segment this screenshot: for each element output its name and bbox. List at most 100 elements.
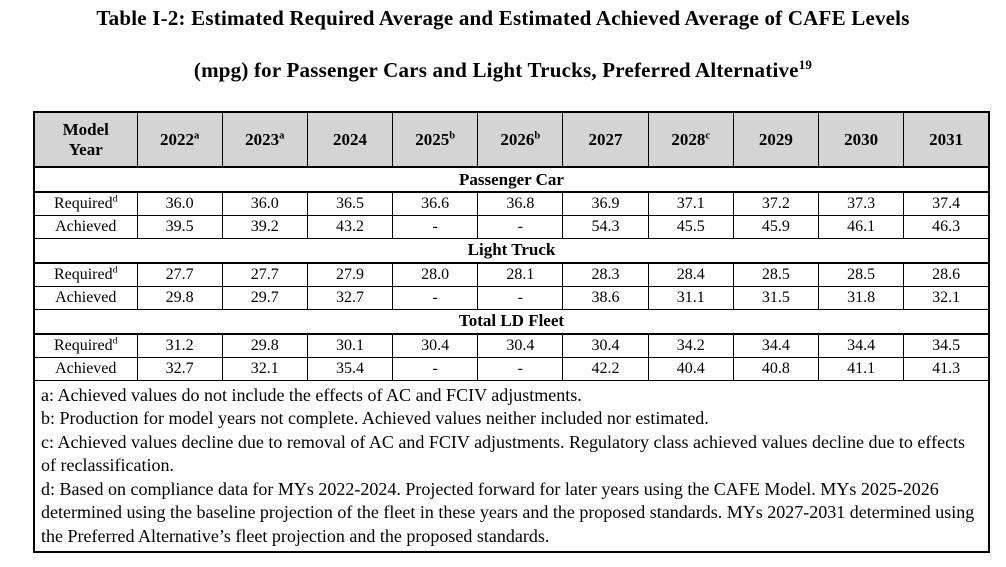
value-cell: 34.4 — [817, 333, 905, 358]
row-label-cell: Achieved — [33, 285, 138, 310]
value-cell: 36.5 — [306, 191, 394, 216]
row-label-cell: Requiredd — [33, 262, 138, 287]
value-cell: 40.8 — [732, 356, 820, 381]
footnote-ref-19: 19 — [798, 57, 813, 72]
section-title: Passenger Car — [33, 166, 990, 193]
year-header-2025: 2025b — [392, 111, 479, 168]
value-cell: 37.1 — [647, 191, 734, 216]
year-header-2026: 2026b — [477, 111, 564, 168]
value-cell: 43.2 — [306, 214, 394, 239]
row-label: Achieved — [55, 288, 117, 306]
value-cell: 36.0 — [136, 191, 223, 216]
value-cell: 36.6 — [392, 191, 479, 216]
value-cell: - — [392, 285, 479, 310]
value-cell: 39.2 — [221, 214, 308, 239]
value-cell: 37.3 — [817, 191, 905, 216]
year-label: 2024 — [332, 129, 367, 149]
year-footnote-marker: a — [193, 129, 200, 141]
table-title-line-1: Table I-2: Estimated Required Average an… — [96, 6, 910, 30]
passenger-car-required-row: Requiredd 36.0 36.0 36.5 36.6 36.8 36.9 … — [33, 191, 990, 216]
total-ld-fleet-achieved-row: Achieved 32.7 32.1 35.4 - - 42.2 40.4 40… — [33, 356, 990, 381]
value-cell: 36.0 — [221, 191, 308, 216]
value-cell: 28.4 — [647, 262, 734, 287]
year-label: 2029 — [758, 129, 793, 149]
value-cell: 30.4 — [392, 333, 479, 358]
value-cell: 37.2 — [732, 191, 820, 216]
year-label: 2027 — [588, 129, 623, 149]
value-cell: 30.4 — [562, 333, 649, 358]
value-cell: 28.3 — [562, 262, 649, 287]
section-title: Light Truck — [33, 237, 990, 264]
row-label-cell: Achieved — [33, 356, 138, 381]
value-cell: 29.8 — [136, 285, 223, 310]
section-header-passenger-car: Passenger Car — [33, 166, 990, 193]
table-title-line-2-text: (mpg) for Passenger Cars and Light Truck… — [193, 58, 799, 82]
value-cell: 31.2 — [136, 333, 223, 358]
year-header-2023: 2023a — [221, 111, 308, 168]
year-header-2028: 2028c — [647, 111, 734, 168]
value-cell: 36.9 — [562, 191, 649, 216]
value-cell: 30.4 — [477, 333, 564, 358]
footnote-c: c: Achieved values decline due to remova… — [41, 431, 966, 476]
model-year-header: Model Year — [33, 111, 138, 168]
value-cell: 32.7 — [306, 285, 394, 310]
row-label: Required — [53, 336, 113, 354]
value-cell: 29.8 — [221, 333, 308, 358]
value-cell: 34.4 — [732, 333, 820, 358]
year-label: 2023 — [245, 129, 280, 149]
value-cell: 31.1 — [647, 285, 734, 310]
year-header-2024: 2024 — [306, 111, 394, 168]
year-header-2027: 2027 — [562, 111, 649, 168]
section-header-total-ld-fleet: Total LD Fleet — [33, 308, 990, 335]
value-cell: 34.5 — [903, 333, 990, 358]
value-cell: 42.2 — [562, 356, 649, 381]
year-footnote-marker: b — [449, 129, 456, 141]
year-footnote-marker: c — [705, 129, 711, 141]
row-label: Required — [53, 265, 113, 283]
row-label-cell: Achieved — [33, 214, 138, 239]
row-footnote-marker: d — [112, 193, 118, 205]
value-cell: - — [477, 214, 564, 239]
value-cell: 29.7 — [221, 285, 308, 310]
year-header-2031: 2031 — [903, 111, 990, 168]
year-header-2030: 2030 — [817, 111, 905, 168]
value-cell: 54.3 — [562, 214, 649, 239]
value-cell: 28.5 — [817, 262, 905, 287]
year-label: 2025 — [415, 129, 450, 149]
passenger-car-achieved-row: Achieved 39.5 39.2 43.2 - - 54.3 45.5 45… — [33, 214, 990, 239]
footnote-b: b: Production for model years not comple… — [41, 408, 709, 429]
value-cell: 45.9 — [732, 214, 820, 239]
value-cell: 32.1 — [221, 356, 308, 381]
footnote-d: d: Based on compliance data for MYs 2022… — [41, 478, 975, 547]
row-footnote-marker: d — [112, 335, 118, 347]
value-cell: 36.8 — [477, 191, 564, 216]
section-header-light-truck: Light Truck — [33, 237, 990, 264]
row-label: Required — [53, 194, 113, 212]
footnotes-row: a: Achieved values do not include the ef… — [33, 379, 990, 553]
value-cell: 32.7 — [136, 356, 223, 381]
year-header-row: Model Year 2022a 2023a 2024 2025b 2026b … — [33, 111, 990, 168]
year-label: 2030 — [844, 129, 879, 149]
row-label-cell: Requiredd — [33, 333, 138, 358]
value-cell: 41.3 — [903, 356, 990, 381]
value-cell: - — [477, 356, 564, 381]
value-cell: 28.0 — [392, 262, 479, 287]
year-header-2022: 2022a — [136, 111, 223, 168]
value-cell: 32.1 — [903, 285, 990, 310]
value-cell: 27.9 — [306, 262, 394, 287]
year-label: 2022 — [159, 129, 194, 149]
value-cell: 40.4 — [647, 356, 734, 381]
year-label: 2031 — [929, 129, 964, 149]
year-label: 2026 — [500, 129, 535, 149]
value-cell: 30.1 — [306, 333, 394, 358]
footnotes-cell: a: Achieved values do not include the ef… — [33, 379, 990, 553]
value-cell: 38.6 — [562, 285, 649, 310]
year-label: 2028 — [671, 129, 706, 149]
table-title-line-2: (mpg) for Passenger Cars and Light Truck… — [0, 58, 1006, 83]
light-truck-required-row: Requiredd 27.7 27.7 27.9 28.0 28.1 28.3 … — [33, 262, 990, 287]
value-cell: 28.5 — [732, 262, 820, 287]
value-cell: 27.7 — [136, 262, 223, 287]
value-cell: 34.2 — [647, 333, 734, 358]
value-cell: 45.5 — [647, 214, 734, 239]
